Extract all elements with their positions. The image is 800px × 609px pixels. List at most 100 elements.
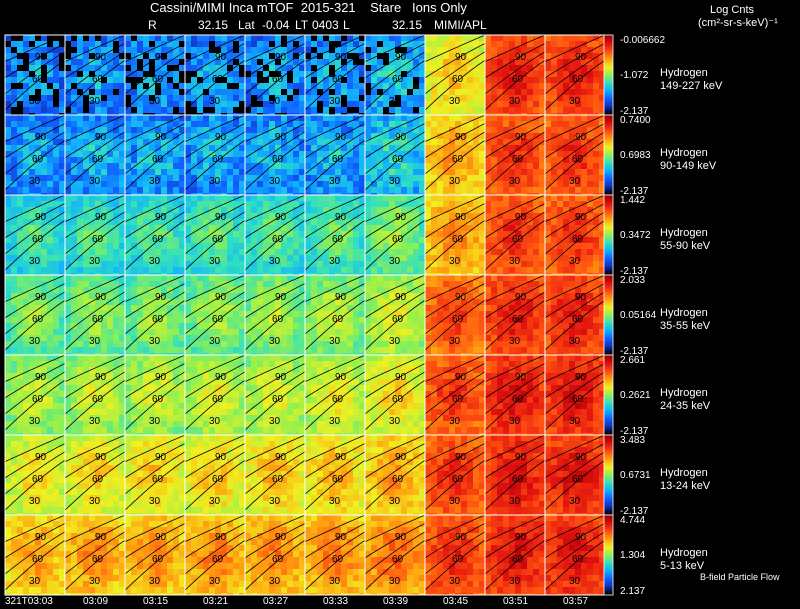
heatmap-cell [293,163,299,169]
heatmap-cell [323,95,329,101]
heatmap-cell [515,213,521,219]
heatmap-cell [401,133,407,139]
heatmap-cell [443,237,449,243]
heatmap-cell [425,127,431,133]
heatmap-cell [383,115,389,121]
heatmap-cell [527,187,533,193]
heatmap-cell [527,35,533,41]
heatmap-cell [41,115,47,121]
heatmap-cell [275,71,281,77]
heatmap-cell [71,311,77,317]
heatmap-cell [587,95,593,101]
heatmap-cell [281,53,287,59]
heatmap-cell [353,83,359,89]
heatmap-cell [563,157,569,163]
heatmap-cell [65,47,71,53]
heatmap-cell [497,193,503,195]
heatmap-cell [359,133,365,139]
heatmap-cell [317,213,323,219]
heatmap-cell [179,175,185,181]
colorbar-segment [604,135,613,138]
heatmap-cell [419,175,425,181]
heatmap-cell [521,139,527,145]
heatmap-cell [377,35,383,41]
heatmap-cell [41,273,47,275]
heatmap-cell [191,243,197,249]
heatmap-cell [311,255,317,261]
heatmap-cell [323,175,329,181]
heatmap-cell [17,341,23,347]
heatmap-cell [65,305,71,311]
heatmap-cell [269,157,275,163]
contour-label: 60 [452,74,464,85]
heatmap-cell [371,113,377,115]
heatmap-cell [5,273,11,275]
heatmap-cell [125,207,131,213]
heatmap-cell [395,151,401,157]
heatmap-cell [155,139,161,145]
heatmap-cell [233,71,239,77]
heatmap-cell [239,47,245,53]
heatmap-cell [419,187,425,193]
heatmap-cell [539,225,545,231]
heatmap-cell [335,187,341,193]
heatmap-cell [455,71,461,77]
heatmap-cell [467,243,473,249]
heatmap-cell [257,47,263,53]
heatmap-cell [377,121,383,127]
heatmap-cell [53,249,59,255]
heatmap-cell [179,145,185,151]
heatmap-cell [77,207,83,213]
heatmap-cell [257,225,263,231]
colorbar-segment [604,245,613,248]
heatmap-cell [389,195,395,201]
heatmap-cell [287,115,293,121]
heatmap-cell [149,77,155,83]
heatmap-cell [131,89,137,95]
heatmap-cell [443,89,449,95]
heatmap-cell [257,127,263,133]
heatmap-cell [53,77,59,83]
heatmap-cell [233,35,239,41]
heatmap-cell [71,287,77,293]
heatmap-cell [335,95,341,101]
heatmap-cell [599,201,605,207]
heatmap-cell [137,237,143,243]
heatmap-cell [281,95,287,101]
heatmap-cell [395,145,401,151]
heatmap-cell [593,169,599,175]
heatmap-cell [599,225,605,231]
heatmap-cell [107,341,113,347]
heatmap-cell [203,261,209,267]
b-field-contour [425,203,485,239]
heatmap-cell [287,169,293,175]
heatmap-cell [533,41,539,47]
heatmap-cell [335,181,341,187]
heatmap-cell [197,113,203,115]
heatmap-cell [275,231,281,237]
heatmap-cell [113,207,119,213]
heatmap-cell [89,59,95,65]
heatmap-cell [341,181,347,187]
heatmap-cell [251,181,257,187]
heatmap-cell [281,175,287,181]
heatmap-cell [371,59,377,65]
heatmap-cell [395,115,401,121]
heatmap-cell [455,261,461,267]
heatmap-cell [485,201,491,207]
heatmap-cell [437,107,443,113]
heatmap-cell [413,95,419,101]
heatmap-cell [371,83,377,89]
heatmap-cell [305,35,311,41]
heatmap-cell [461,213,467,219]
heatmap-cell [545,47,551,53]
heatmap-cell [131,329,137,335]
heatmap-cell [413,41,419,47]
heatmap-cell [281,127,287,133]
heatmap-cell [479,195,485,201]
heatmap-cell [467,95,473,101]
heatmap-cell [425,65,431,71]
heatmap-cell [503,243,509,249]
heatmap-cell [341,163,347,169]
